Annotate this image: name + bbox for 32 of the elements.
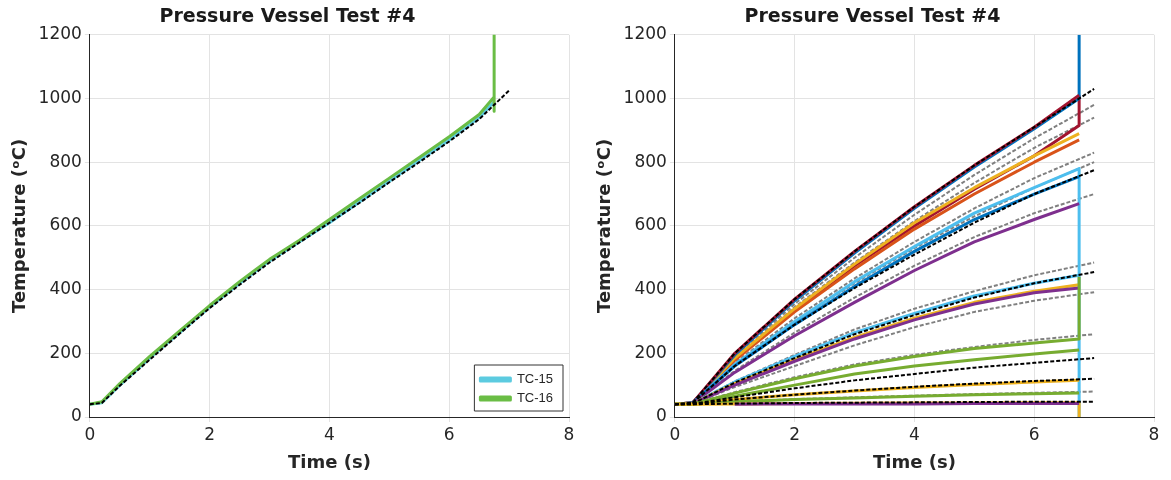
legend-label: TC-15 <box>516 371 554 387</box>
x-axis-title: Time (s) <box>288 450 371 472</box>
x-tick-label: 8 <box>563 423 575 444</box>
y-tick-label: 1000 <box>38 86 82 107</box>
y-tick-label: 400 <box>49 278 82 299</box>
y-tick-label: 200 <box>49 341 82 362</box>
chart-title: Pressure Vessel Test #4 <box>159 4 416 27</box>
chart-title: Pressure Vessel Test #4 <box>744 4 1001 27</box>
x-tick-label: 6 <box>443 423 455 444</box>
x-tick-label: 6 <box>1028 423 1040 444</box>
x-tick-label: 0 <box>669 423 681 444</box>
y-tick-label: 600 <box>634 214 667 235</box>
y-tick-label: 800 <box>49 150 82 171</box>
y-tick-label: 200 <box>634 341 667 362</box>
y-tick-label: 1000 <box>623 86 667 107</box>
y-tick-label: 0 <box>656 405 667 426</box>
x-tick-label: 4 <box>909 423 920 444</box>
y-axis-title: Temperature (ᵒC) <box>8 138 30 313</box>
x-axis-title: Time (s) <box>873 450 956 472</box>
x-tick-label: 8 <box>1148 423 1160 444</box>
x-tick-label: 2 <box>789 423 801 444</box>
y-tick-label: 800 <box>634 150 667 171</box>
legend-label: TC-16 <box>516 390 554 406</box>
y-tick-label: 0 <box>71 405 82 426</box>
y-tick-label: 1200 <box>38 23 82 44</box>
x-tick-label: 2 <box>204 423 216 444</box>
y-axis-title: Temperature (ᵒC) <box>593 138 615 313</box>
x-tick-label: 4 <box>324 423 335 444</box>
y-tick-label: 600 <box>49 214 82 235</box>
x-tick-label: 0 <box>84 423 96 444</box>
y-tick-label: 400 <box>634 278 667 299</box>
y-tick-label: 1200 <box>623 23 667 44</box>
